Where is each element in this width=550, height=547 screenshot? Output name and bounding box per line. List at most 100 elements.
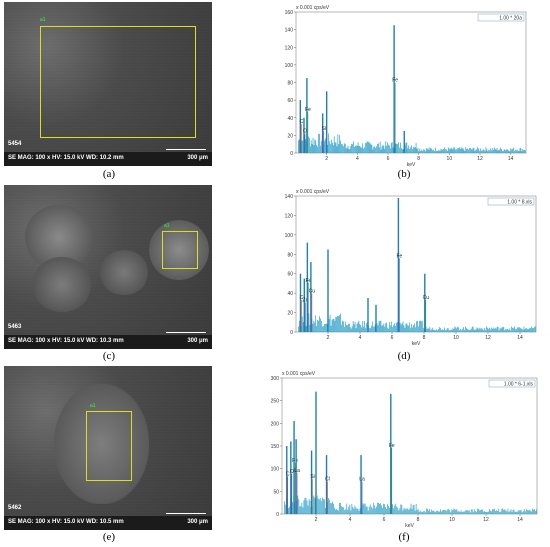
plot-area: [295, 11, 527, 154]
element-label: La: [359, 477, 365, 483]
y-tick-label: 100: [285, 63, 294, 69]
x-tick-label: 8: [417, 156, 420, 162]
sem-texture: [4, 2, 212, 152]
roi-label: a1: [40, 17, 46, 23]
spectrum-chart: 0 20 40 60 80 100 120 140 2 4 6 8 10 12 14 x 0.001 cps/…: [285, 189, 537, 346]
element-label: Cl: [325, 477, 330, 483]
x-tick-label: 2: [325, 156, 328, 162]
y-tick-label: 0: [276, 512, 279, 518]
element-label: Si: [321, 126, 325, 132]
element-label: Cu: [423, 295, 430, 301]
spectrum-chart: 0 50 100 150 200 250 300 2 4 6 8 10 12 14 x 0.001 cps/…: [271, 371, 538, 528]
y-tick-label: 80: [287, 252, 293, 258]
scale-label: 300 μm: [187, 519, 208, 525]
caption-a: (a): [102, 168, 116, 180]
y-tick-label: 0: [290, 330, 293, 336]
element-label: Fe: [305, 278, 311, 284]
y-tick-label: 300: [271, 376, 280, 382]
element-label: Fe: [396, 253, 402, 259]
x-tick-label: 6: [387, 156, 390, 162]
element-label: C: [299, 119, 303, 125]
roi-label: a1: [164, 223, 170, 229]
scale-label: 300 μm: [187, 338, 208, 344]
sem-parameters: SE MAG: 100 x HV: 15.0 kV WD: 10.5 mm: [8, 519, 124, 525]
x-tick-label: 4: [356, 156, 359, 162]
y-tick-label: 120: [285, 45, 294, 51]
caption-b: (b): [397, 168, 411, 180]
x-tick-label: 10: [449, 517, 455, 523]
y-tick-label: 150: [271, 444, 280, 450]
scale-bar: [166, 149, 206, 150]
x-tick-label: 2: [327, 335, 330, 341]
y-tick-label: 100: [271, 467, 280, 473]
spectrum-b: 0 20 40 60 80 100 120 140 160 2 4 6 8 10 12 14 x 0.001 c…: [274, 2, 534, 167]
sem-image-c: a1 5463 SE MAG: 100 x HV: 15.0 kV WD: 10…: [4, 185, 212, 349]
x-axis-label: keV: [405, 523, 414, 528]
y-tick-label: 140: [285, 28, 294, 34]
legend-label: 1.00 * 6-1.xls: [504, 382, 534, 388]
scale-label: 300 μm: [187, 155, 208, 161]
element-label: Fe: [305, 107, 311, 113]
corrosion-spot: [99, 250, 149, 295]
sem-image-a: a1 5454 SE MAG: 100 x HV: 15.0 kV WD: 10…: [4, 2, 212, 166]
roi-box: [86, 411, 132, 481]
element-label: O: [303, 129, 307, 135]
roi-label: a1: [90, 403, 96, 409]
sem-info-bar: 5454 SE MAG: 100 x HV: 15.0 kV WD: 10.2 …: [4, 141, 212, 166]
roi-box: [162, 231, 198, 269]
y-tick-label: 20: [287, 133, 293, 139]
x-tick-label: 4: [359, 335, 362, 341]
roi-box: [40, 26, 196, 138]
y-tick-label: 60: [287, 98, 293, 104]
y-tick-label: 20: [287, 311, 293, 317]
legend-box: [487, 197, 535, 206]
x-tick-label: 12: [485, 335, 491, 341]
x-tick-label: 6: [391, 335, 394, 341]
y-tick-label: 250: [271, 399, 280, 405]
x-tick-label: 14: [517, 335, 523, 341]
element-label: C: [286, 472, 290, 478]
sem-parameters: SE MAG: 100 x HV: 15.0 kV WD: 10.2 mm: [8, 155, 124, 161]
x-tick-label: 10: [453, 335, 459, 341]
y-tick-label: 100: [285, 233, 294, 239]
element-label: Zn: [302, 298, 308, 304]
x-tick-label: 14: [517, 517, 523, 523]
y-tick-label: 0: [290, 151, 293, 157]
sem-info-bar: 5463 SE MAG: 100 x HV: 15.0 kV WD: 10.3 …: [4, 324, 212, 349]
element-label: La: [294, 468, 300, 474]
y-tick-label: 200: [271, 421, 280, 427]
image-code: 5462: [8, 505, 22, 511]
x-tick-label: 8: [417, 517, 420, 523]
y-tick-label: 160: [285, 10, 294, 16]
x-tick-label: 14: [508, 156, 514, 162]
x-tick-label: 12: [477, 156, 483, 162]
legend-box: [488, 379, 536, 388]
sem-image-e: a1 5462 SE MAG: 100 x HV: 15.0 kV WD: 10…: [4, 366, 212, 530]
image-code: 5463: [8, 324, 22, 330]
scale-bar: [166, 332, 206, 333]
legend-label: 1.00 * 20a: [499, 16, 522, 22]
plot-area: [295, 195, 537, 333]
plot-area: [281, 377, 538, 515]
element-label: Fe: [389, 443, 395, 449]
caption-f: (f): [398, 531, 410, 543]
sem-info-bar: 5462 SE MAG: 100 x HV: 15.0 kV WD: 10.5 …: [4, 505, 212, 530]
x-axis-label: keV: [412, 341, 421, 346]
y-axis-label: x 0.001 cps/eV: [282, 371, 316, 377]
x-tick-label: 10: [447, 156, 453, 162]
x-tick-label: 8: [423, 335, 426, 341]
scale-bar: [166, 513, 206, 514]
element-label: Fe: [292, 458, 298, 464]
y-tick-label: 120: [285, 213, 294, 219]
legend-label: 1.00 * 8.xls: [507, 200, 532, 206]
y-tick-label: 50: [273, 489, 279, 495]
image-code: 5454: [8, 141, 22, 147]
y-tick-label: 80: [287, 81, 293, 87]
caption-d: (d): [397, 350, 411, 362]
y-tick-label: 140: [285, 194, 294, 200]
corrosion-spot: [32, 257, 92, 312]
element-label: Fe: [392, 78, 398, 84]
sem-parameters: SE MAG: 100 x HV: 15.0 kV WD: 10.3 mm: [8, 338, 124, 344]
element-label: Si: [310, 474, 314, 480]
x-tick-label: 12: [483, 517, 489, 523]
